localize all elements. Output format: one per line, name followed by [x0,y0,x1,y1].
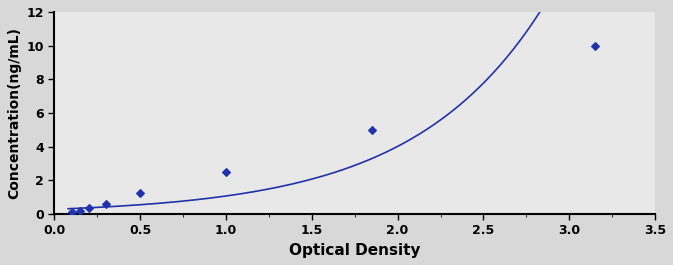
X-axis label: Optical Density: Optical Density [289,243,421,258]
Y-axis label: Concentration(ng/mL): Concentration(ng/mL) [7,27,21,199]
